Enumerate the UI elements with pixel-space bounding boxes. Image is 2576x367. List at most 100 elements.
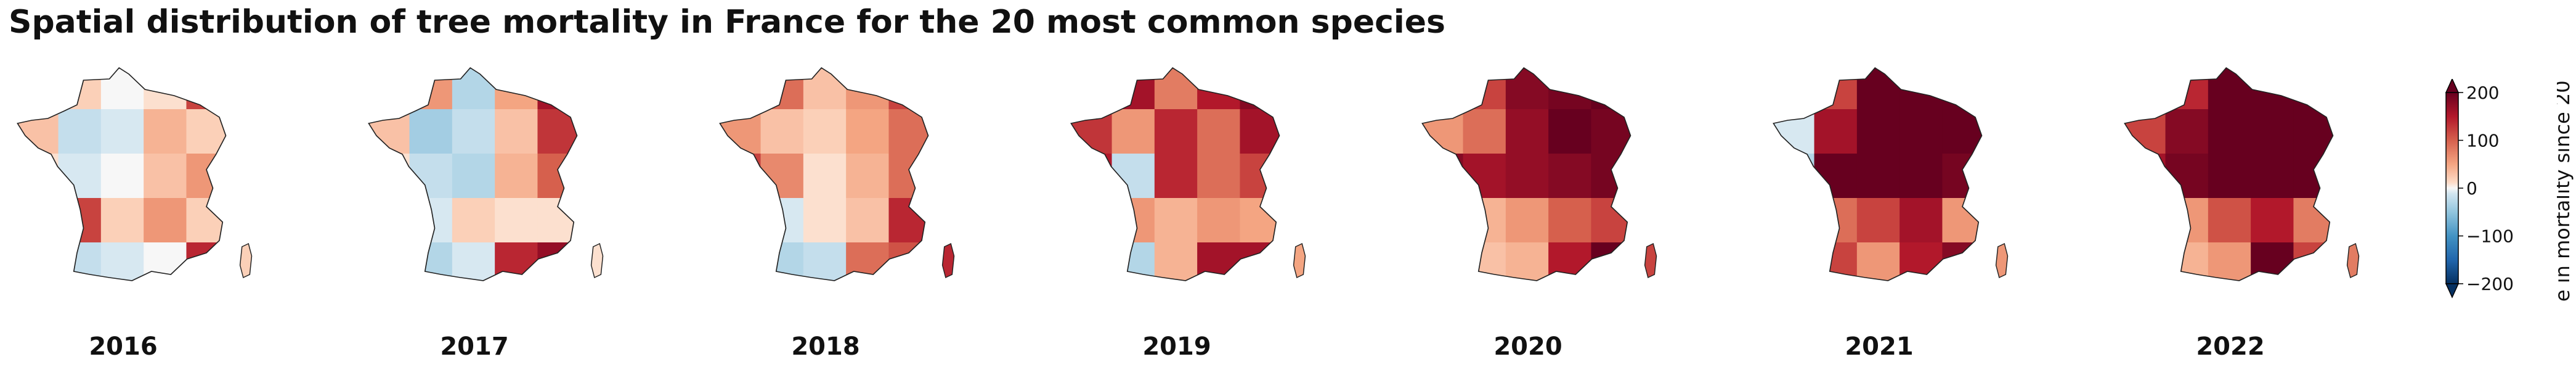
region-cell-2017-N-W bbox=[368, 68, 410, 110]
region-cell-2021-CS-CW bbox=[1814, 198, 1858, 243]
region-cell-2016-S-C bbox=[100, 242, 145, 281]
region-cell-2019-N-CW bbox=[1111, 68, 1155, 110]
region-cell-2016-CS-W bbox=[17, 198, 59, 243]
region-cell-2017-CN-CW bbox=[409, 109, 453, 154]
chart-title: Spatial distribution of tree mortality i… bbox=[9, 4, 1445, 41]
panel-label-2018: 2018 bbox=[791, 332, 859, 361]
colorbar-tick-label: −200 bbox=[2466, 274, 2514, 294]
region-cell-2017-C-C bbox=[452, 154, 496, 199]
region-cell-2020-S-E bbox=[1591, 242, 1631, 281]
region-cell-2019-CS-W bbox=[1071, 198, 1113, 243]
corsica-region bbox=[941, 242, 955, 279]
region-cell-2020-C-W bbox=[1422, 154, 1464, 199]
region-cell-2017-C-E bbox=[537, 154, 577, 199]
colorbar-extend-high bbox=[2445, 79, 2460, 93]
region-cell-2019-S-CW bbox=[1111, 242, 1155, 281]
region-cell-2020-CN-CW bbox=[1463, 109, 1506, 154]
panel-label-2022: 2022 bbox=[2196, 332, 2264, 361]
corsica-region bbox=[1995, 242, 2009, 279]
map-panel-2016 bbox=[17, 67, 253, 281]
region-cell-2018-N-CE bbox=[846, 68, 890, 110]
region-cell-2018-CN-C bbox=[803, 109, 847, 154]
france-outline bbox=[719, 67, 929, 281]
region-cell-2022-CS-E bbox=[2293, 198, 2333, 243]
region-cell-2022-CS-C bbox=[2208, 198, 2252, 243]
region-cell-2019-S-C bbox=[1154, 242, 1198, 281]
region-cell-2016-CS-CW bbox=[58, 198, 102, 243]
region-cell-2018-N-C bbox=[803, 68, 847, 110]
region-cell-2022-S-CW bbox=[2165, 242, 2209, 281]
region-cell-2022-C-CW bbox=[2165, 154, 2209, 199]
region-cell-2017-S-CW bbox=[409, 242, 453, 281]
region-cell-2017-CN-C bbox=[452, 109, 496, 154]
panel-label-2020: 2020 bbox=[1493, 332, 1562, 361]
region-cell-2018-S-E bbox=[888, 242, 928, 281]
region-cell-2020-CS-C bbox=[1505, 198, 1550, 243]
colorbar-tick-label: −100 bbox=[2466, 226, 2514, 247]
map-panel-2022 bbox=[2124, 67, 2360, 281]
region-cell-2017-C-W bbox=[368, 154, 410, 199]
region-cell-2020-N-W bbox=[1422, 68, 1464, 110]
region-cell-2017-C-CW bbox=[409, 154, 453, 199]
region-cell-2017-CS-C bbox=[452, 198, 496, 243]
france-outline bbox=[2124, 67, 2334, 281]
colorbar-tick-label: 200 bbox=[2466, 83, 2499, 103]
region-cell-2022-CS-CW bbox=[2165, 198, 2209, 243]
map-panel-2021 bbox=[1773, 67, 2009, 281]
region-cell-2017-CS-CW bbox=[409, 198, 453, 243]
region-cell-2019-S-E bbox=[1240, 242, 1280, 281]
colorbar-body bbox=[2445, 92, 2459, 284]
region-cell-2022-N-W bbox=[2124, 68, 2166, 110]
region-cell-2018-C-E bbox=[888, 154, 928, 199]
region-cell-2021-C-E bbox=[1942, 154, 1982, 199]
region-cell-2021-CN-CW bbox=[1814, 109, 1858, 154]
map-panel-2019 bbox=[1070, 67, 1306, 281]
colorbar-extend-low bbox=[2445, 283, 2460, 299]
region-cell-2018-N-W bbox=[720, 68, 762, 110]
region-cell-2016-N-C bbox=[100, 68, 145, 110]
region-cell-2018-C-W bbox=[720, 154, 762, 199]
map-panel-2017 bbox=[368, 67, 604, 281]
region-cell-2018-S-C bbox=[803, 242, 847, 281]
region-cell-2017-S-C bbox=[452, 242, 496, 281]
region-cell-2022-C-C bbox=[2208, 154, 2252, 199]
region-cell-2019-C-CE bbox=[1197, 154, 1241, 199]
region-cell-2019-CN-C bbox=[1154, 109, 1198, 154]
region-cell-2021-N-E bbox=[1942, 68, 1982, 110]
region-cell-2016-S-E bbox=[186, 242, 226, 281]
region-cell-2020-CS-CW bbox=[1463, 198, 1506, 243]
region-cell-2016-CS-E bbox=[186, 198, 226, 243]
region-cell-2021-C-CW bbox=[1814, 154, 1858, 199]
region-cell-2021-CN-E bbox=[1942, 109, 1982, 154]
region-cell-2020-CN-E bbox=[1591, 109, 1631, 154]
france-outline bbox=[1773, 67, 1983, 281]
region-cell-2022-S-C bbox=[2208, 242, 2252, 281]
region-cell-2019-CN-CE bbox=[1197, 109, 1241, 154]
region-cell-2019-CS-C bbox=[1154, 198, 1198, 243]
region-cell-2021-C-W bbox=[1773, 154, 1815, 199]
svg-text:Change in mortality since 2015: Change in mortality since 2015 (%) bbox=[2557, 79, 2574, 301]
region-cell-2022-CS-CE bbox=[2251, 198, 2294, 243]
region-cell-2021-S-C bbox=[1856, 242, 1901, 281]
corsica-region bbox=[1293, 242, 1306, 279]
region-cell-2022-N-CE bbox=[2251, 68, 2294, 110]
region-cell-2021-N-W bbox=[1773, 68, 1815, 110]
region-cell-2016-S-W bbox=[17, 242, 59, 281]
region-cell-2018-CS-CE bbox=[846, 198, 890, 243]
region-cell-2021-N-CE bbox=[1899, 68, 1943, 110]
region-cell-2017-N-E bbox=[537, 68, 577, 110]
region-cell-2022-C-E bbox=[2293, 154, 2333, 199]
region-cell-2016-CN-E bbox=[186, 109, 226, 154]
region-cell-2022-C-CE bbox=[2251, 154, 2294, 199]
region-cell-2020-CS-W bbox=[1422, 198, 1464, 243]
region-cell-2022-CN-C bbox=[2208, 109, 2252, 154]
region-cell-2018-CS-CW bbox=[760, 198, 804, 243]
corsica-region bbox=[239, 242, 253, 279]
region-cell-2020-N-CW bbox=[1463, 68, 1506, 110]
region-cell-2016-CS-CE bbox=[144, 198, 187, 243]
region-cell-2021-N-CW bbox=[1814, 68, 1858, 110]
region-cell-2020-N-E bbox=[1591, 68, 1631, 110]
region-cell-2021-S-CW bbox=[1814, 242, 1858, 281]
region-cell-2021-CS-C bbox=[1856, 198, 1901, 243]
region-cell-2021-CN-C bbox=[1856, 109, 1901, 154]
